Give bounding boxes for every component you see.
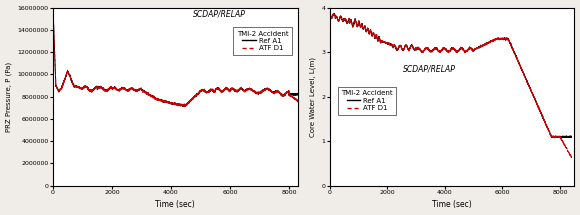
ATF D1 [429, 49, 436, 51]
Ref A1 [50, 11, 57, 14]
ATF D1 [368, 33, 375, 35]
ATF D1 [78, 87, 85, 89]
Ref A1 [564, 135, 571, 138]
Line: ATF D1: ATF D1 [53, 12, 298, 107]
Line: Ref A1: Ref A1 [53, 12, 298, 106]
Ref A1 [354, 25, 361, 28]
Ref A1 [368, 33, 375, 36]
ATF D1 [289, 96, 296, 99]
Ref A1 [154, 98, 161, 101]
Y-axis label: Core Water Level, L(m): Core Water Level, L(m) [309, 57, 316, 137]
Ref A1 [537, 111, 544, 114]
Ref A1 [263, 87, 270, 89]
ATF D1 [326, 15, 333, 18]
ATF D1 [563, 147, 570, 149]
Text: SCDAP/RELAP: SCDAP/RELAP [403, 64, 456, 74]
ATF D1 [49, 12, 56, 15]
Ref A1 [92, 86, 99, 89]
ATF D1 [419, 50, 426, 53]
Legend: Ref A1, ATF D1: Ref A1, ATF D1 [338, 87, 397, 115]
Ref A1 [289, 93, 296, 95]
ATF D1 [330, 12, 337, 15]
X-axis label: Time (sec): Time (sec) [155, 200, 195, 209]
Ref A1 [429, 49, 436, 51]
ATF D1 [50, 11, 57, 13]
ATF D1 [154, 98, 161, 101]
ATF D1 [568, 156, 575, 159]
ATF D1 [263, 87, 270, 89]
Y-axis label: PRZ Pressure, P (Pa): PRZ Pressure, P (Pa) [6, 61, 12, 132]
ATF D1 [537, 111, 544, 114]
ATF D1 [92, 87, 99, 89]
ATF D1 [143, 93, 150, 95]
ATF D1 [294, 100, 301, 103]
Line: Ref A1: Ref A1 [329, 14, 571, 138]
Ref A1 [49, 12, 56, 14]
Ref A1 [559, 136, 566, 139]
Ref A1 [78, 87, 85, 90]
Ref A1 [179, 105, 186, 108]
Text: SCDAP/RELAP: SCDAP/RELAP [193, 9, 245, 18]
X-axis label: Time (sec): Time (sec) [432, 200, 472, 209]
Ref A1 [143, 93, 150, 95]
Ref A1 [331, 12, 338, 15]
ATF D1 [181, 105, 188, 108]
Ref A1 [326, 15, 333, 18]
Ref A1 [419, 50, 426, 53]
ATF D1 [354, 25, 361, 28]
Ref A1 [568, 135, 575, 138]
Legend: Ref A1, ATF D1: Ref A1, ATF D1 [233, 27, 292, 55]
Ref A1 [294, 93, 301, 96]
ATF D1 [568, 156, 575, 159]
Line: ATF D1: ATF D1 [329, 14, 571, 158]
